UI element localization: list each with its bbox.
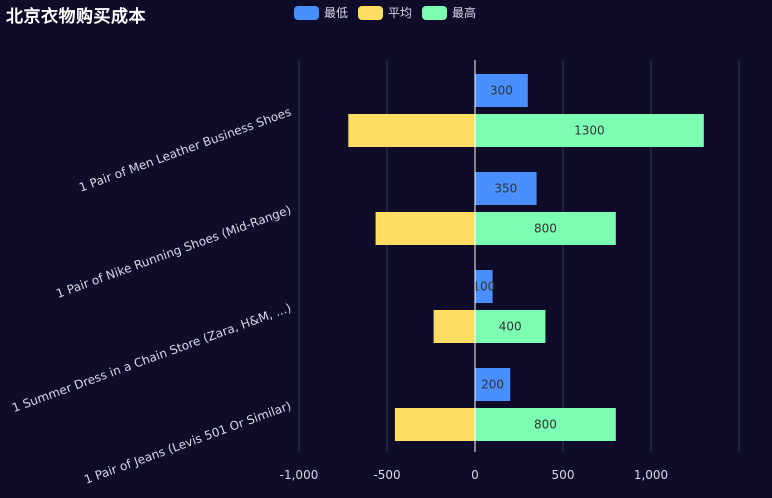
bar-max (475, 408, 616, 441)
category-label: 1 Pair of Jeans (Levis 501 Or Similar) (82, 399, 293, 487)
x-tick-label: -1,000 (280, 468, 319, 482)
bar-min (475, 172, 537, 205)
bar-max (475, 212, 616, 245)
legend: 最低 平均 最高 (294, 4, 476, 21)
category-label: 1 Summer Dress in a Chain Store (Zara, H… (10, 301, 293, 415)
bar-value-label: 1300 (574, 124, 605, 138)
chart-title: 北京衣物购买成本 (6, 7, 146, 27)
bar-min (475, 74, 528, 107)
legend-swatch (294, 5, 319, 20)
bar-max (475, 114, 704, 147)
legend-item-0[interactable]: 最低 (294, 4, 348, 21)
bar-value-label: 400 (499, 320, 522, 334)
x-tick-label: 0 (471, 468, 479, 482)
legend-swatch (358, 5, 384, 20)
legend-label: 平均 (388, 6, 413, 20)
bar-value-label: 350 (494, 182, 517, 196)
bar-value-label: 800 (534, 418, 557, 432)
bar-value-label: 100 (472, 280, 495, 294)
bar-avg (394, 408, 475, 441)
bars: 300 1300 350 800 100 400 200 800 (348, 74, 704, 441)
bar-max (475, 310, 546, 343)
legend-item-2[interactable]: 最高 (422, 4, 476, 21)
bar-avg (375, 212, 475, 245)
bar-min (475, 270, 493, 303)
x-tick-label: -500 (373, 468, 400, 482)
legend-swatch (422, 5, 448, 20)
bar-avg (433, 310, 475, 343)
legend-label: 最高 (452, 6, 477, 20)
category-label: 1 Pair of Nike Running Shoes (Mid-Range) (54, 203, 293, 301)
legend-label: 最低 (324, 6, 349, 20)
bar-value-label: 800 (534, 222, 557, 236)
bar-value-label: 200 (481, 378, 504, 392)
x-tick-label: 500 (552, 468, 575, 482)
x-tick-label: 1,000 (634, 468, 668, 482)
bar-value-label: 300 (490, 84, 513, 98)
category-label: 1 Pair of Men Leather Business Shoes (77, 105, 293, 195)
legend-item-1[interactable]: 平均 (358, 4, 412, 21)
bar-avg (348, 114, 475, 147)
bar-min (475, 368, 511, 401)
